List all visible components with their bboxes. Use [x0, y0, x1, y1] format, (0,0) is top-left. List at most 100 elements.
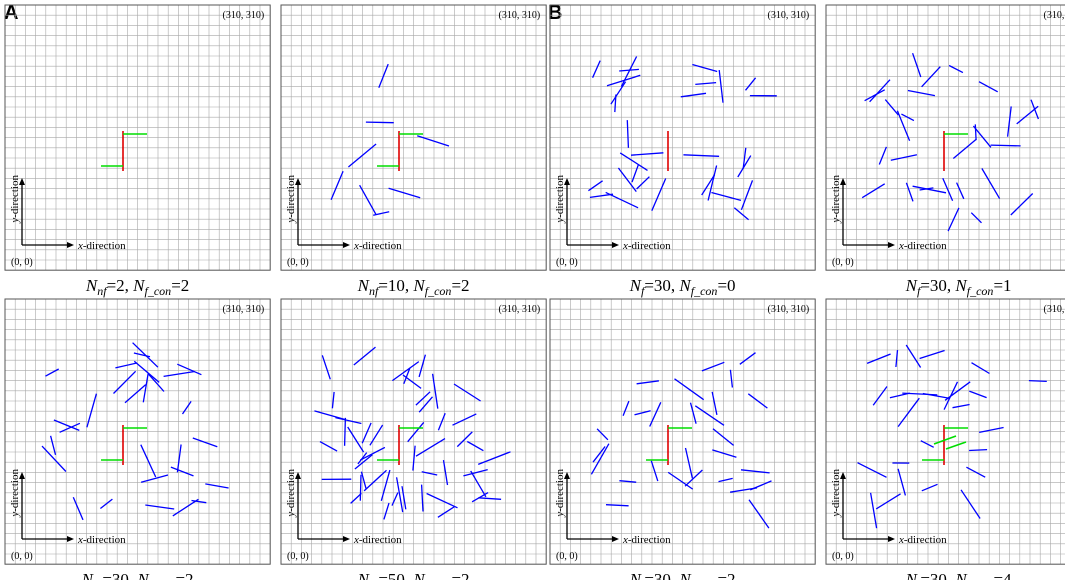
natural-fracture: [619, 152, 648, 171]
natural-fracture: [695, 81, 717, 86]
domain-border: [4, 298, 271, 565]
top-right-coordinate: (310, 310): [768, 304, 810, 315]
natural-fracture: [944, 381, 971, 401]
panel-7: (310, 310) (0, 0) x-direction y-direction Nf…: [549, 298, 816, 580]
grid: [549, 4, 816, 271]
natural-fracture: [649, 402, 662, 427]
natural-fracture: [415, 438, 446, 457]
x-axis-label: x-direction: [353, 240, 402, 252]
natural-fracture: [680, 92, 707, 98]
natural-fracture: [205, 483, 229, 489]
natural-fracture: [712, 449, 737, 458]
natural-fracture: [942, 178, 954, 202]
natural-fracture: [378, 63, 389, 89]
x-axis-label: x-direction: [898, 534, 947, 546]
panel-caption: Nnf=30, Nf_con=2: [81, 570, 194, 580]
grid-lines: [549, 4, 816, 271]
natural-fracture: [979, 426, 1004, 434]
origin-coordinate: (0, 0): [11, 257, 33, 268]
natural-fracture: [966, 466, 986, 478]
y-arrowhead-icon: [295, 472, 301, 479]
y-arrowhead-icon: [840, 178, 846, 185]
natural-fracture: [59, 422, 81, 433]
natural-fracture: [470, 470, 487, 498]
x-axis-label: x-direction: [353, 534, 402, 546]
grid-lines: [280, 4, 547, 271]
panel-2: (310, 310) (0, 0) x-direction y-direction Nn…: [280, 4, 547, 298]
natural-fracture: [981, 168, 1001, 199]
natural-fracture: [905, 344, 922, 368]
grid: [280, 4, 547, 271]
natural-fracture: [418, 354, 427, 378]
natural-fracture: [674, 378, 705, 401]
natural-fracture: [651, 178, 667, 211]
natural-fracture: [478, 497, 502, 500]
grid-lines: [4, 298, 271, 565]
natural-fracture: [471, 492, 489, 503]
domain-border: [280, 4, 547, 271]
domain-border: [280, 298, 547, 565]
natural-fracture: [590, 443, 610, 475]
natural-fracture: [619, 68, 639, 72]
x-arrowhead-icon: [343, 242, 350, 248]
natural-fracture: [45, 368, 60, 377]
grid: [4, 4, 271, 271]
grid: [280, 298, 547, 565]
natural-fracture: [952, 403, 970, 409]
top-right-coordinate: (310, 310): [223, 10, 265, 21]
natural-fracture: [605, 504, 629, 507]
natural-fracture: [359, 184, 377, 216]
natural-fracture: [115, 362, 137, 369]
natural-fracture: [369, 424, 384, 446]
top-right-coordinate: (310, 310): [768, 10, 810, 21]
natural-fracture: [974, 124, 977, 141]
natural-fracture: [740, 469, 770, 474]
natural-fracture: [650, 460, 659, 482]
origin-coordinate: (0, 0): [556, 551, 578, 562]
y-arrowhead-icon: [19, 472, 25, 479]
panel-4: (310, 310) (0, 0) x-direction y-direction Nf…: [825, 4, 1065, 298]
panel-letter-a: A: [4, 2, 18, 24]
top-right-coordinate: (310, 310): [1044, 304, 1065, 315]
natural-fracture: [319, 441, 338, 452]
natural-fracture: [712, 428, 735, 446]
grid-lines: [280, 298, 547, 565]
natural-fracture: [330, 170, 344, 201]
grid-lines: [825, 298, 1065, 565]
natural-fracture: [383, 502, 390, 520]
natural-fracture: [692, 63, 718, 73]
natural-fracture: [884, 99, 899, 116]
natural-fracture: [869, 492, 878, 529]
natural-fracture: [133, 352, 151, 358]
natural-fracture: [145, 504, 175, 510]
natural-fracture: [919, 349, 945, 360]
natural-fracture: [592, 446, 606, 463]
natural-fracture: [72, 496, 84, 521]
natural-fracture: [321, 355, 331, 380]
natural-fracture: [314, 410, 347, 421]
natural-fracture: [920, 440, 934, 448]
natural-fracture: [353, 346, 376, 366]
natural-fracture: [971, 362, 990, 375]
natural-fracture: [749, 480, 772, 491]
natural-fracture: [437, 505, 456, 518]
natural-fracture: [132, 342, 159, 368]
natural-fracture: [922, 392, 951, 400]
domain-border: [549, 298, 816, 565]
panel-caption: Nnf=2, Nf_con=2: [85, 276, 189, 298]
x-axis-label: x-direction: [898, 240, 947, 252]
y-axis-label: y-direction: [830, 469, 842, 518]
top-right-coordinate: (310, 310): [499, 304, 541, 315]
natural-fracture: [729, 369, 734, 388]
natural-fracture: [875, 493, 901, 510]
y-axis-label: y-direction: [554, 469, 566, 518]
grid-lines: [549, 298, 816, 565]
natural-fracture: [619, 480, 637, 483]
natural-fracture: [86, 393, 98, 428]
natural-fracture: [177, 363, 202, 376]
natural-fracture: [113, 370, 137, 394]
panel-3: (310, 310) (0, 0) x-direction y-direction Nf…: [549, 4, 816, 298]
domain-border: [825, 298, 1065, 565]
natural-fracture: [392, 361, 420, 382]
natural-fracture: [140, 474, 169, 483]
